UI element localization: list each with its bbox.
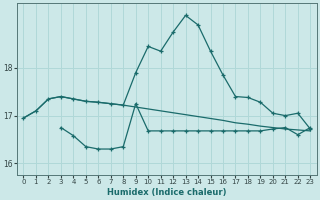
X-axis label: Humidex (Indice chaleur): Humidex (Indice chaleur) (107, 188, 227, 197)
